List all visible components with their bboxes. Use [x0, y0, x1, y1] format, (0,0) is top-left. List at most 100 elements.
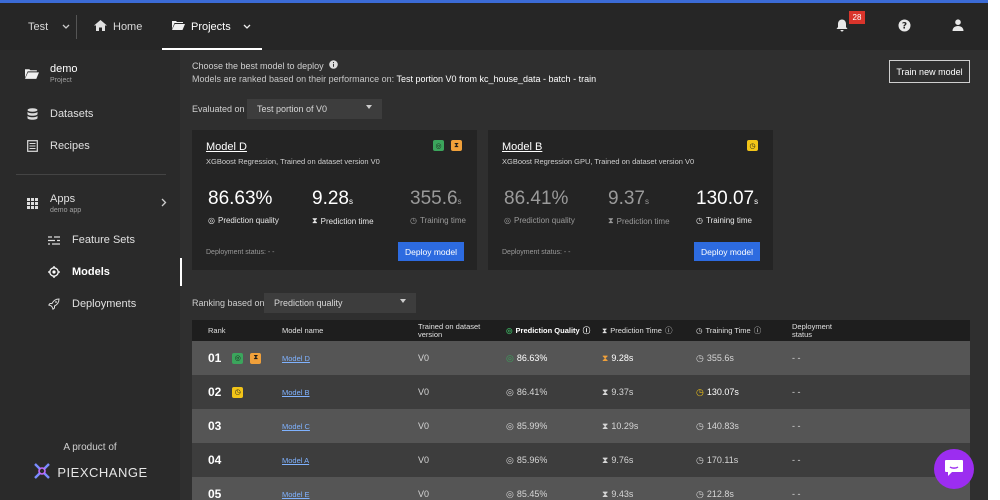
metric-prediction-quality: 86.41% ◎ Prediction quality: [504, 188, 575, 225]
deploy-model-button[interactable]: Deploy model: [694, 242, 760, 261]
sidebar-item-project[interactable]: demo Project: [0, 60, 180, 86]
col-prediction-time[interactable]: ⧗ Prediction Time ⓘ: [602, 320, 672, 341]
evaluated-on-select[interactable]: Test portion of V0: [247, 99, 382, 119]
sidebar-item-apps[interactable]: Apps demo app: [0, 190, 180, 216]
sidebar-item-datasets[interactable]: Datasets: [0, 104, 180, 124]
row-pred-time: 9.28s: [611, 353, 634, 363]
col-training-time[interactable]: ◷ Training Time ⓘ: [696, 320, 761, 341]
model-name-link[interactable]: Model B: [282, 387, 310, 397]
model-name-link[interactable]: Model A: [282, 455, 310, 465]
row-pred-time: 10.29s: [611, 421, 639, 431]
workspace-selector[interactable]: Test: [28, 3, 70, 50]
training-time-badge-icon: ◷: [747, 140, 758, 151]
feature-sets-label: Feature Sets: [72, 234, 135, 246]
table-header: Rank Model name Trained on dataset versi…: [192, 320, 970, 341]
model-card-subtitle: XGBoost Regression GPU, Trained on datas…: [502, 157, 695, 166]
row-pred-time: 9.37s: [611, 387, 634, 397]
main-content: Choose the best model to deploy Models a…: [182, 50, 988, 500]
sidebar-item-feature-sets[interactable]: Feature Sets: [0, 230, 180, 250]
sidebar-divider: [16, 174, 166, 175]
table-row[interactable]: 02 ◷ Model B V0 ◎ 86.41% ⧗ 9.37s ◷ 130.07s …: [192, 375, 970, 409]
chat-widget-button[interactable]: [934, 449, 974, 489]
gauge-icon: ◎: [504, 216, 511, 225]
gauge-icon: ◎: [506, 352, 514, 363]
sidebar-item-models[interactable]: Models: [0, 262, 180, 282]
gauge-icon: ◎: [506, 488, 514, 499]
home-link[interactable]: Home: [94, 3, 142, 50]
clock-icon: ◷: [410, 216, 417, 225]
piexchange-logo-icon: [32, 461, 52, 484]
user-menu-button[interactable]: [952, 3, 964, 50]
row-rank: 01: [208, 351, 222, 365]
apps-sublabel: demo app: [50, 206, 82, 214]
table-row[interactable]: 05 Model E V0 ◎ 85.45% ⧗ 9.43s ◷ 212.8s - -: [192, 477, 970, 500]
train-time-unit: s: [754, 197, 759, 206]
product-footer: A product of PIEXCHANGE: [0, 442, 180, 484]
product-of-label: A product of: [63, 442, 117, 453]
pred-time-unit: s: [348, 197, 353, 206]
hourglass-icon: ⧗: [602, 352, 609, 363]
col-prediction-time-label: Prediction Time: [610, 325, 662, 335]
user-icon: [952, 19, 964, 34]
workspace-name: Test: [28, 20, 49, 33]
row-train-time: 130.07s: [706, 387, 739, 397]
ranking-select[interactable]: Prediction quality: [264, 293, 416, 313]
projects-tab[interactable]: Projects: [172, 3, 251, 50]
clock-icon: ◷: [696, 325, 703, 335]
grid-icon: [25, 196, 39, 210]
metric-prediction-time: 9.37s ⧗ Prediction time: [608, 188, 670, 226]
caret-down-icon: [400, 299, 406, 303]
pred-time-label: Prediction time: [616, 216, 670, 226]
info-icon: ⓘ: [753, 325, 762, 335]
projects-label: Projects: [191, 20, 231, 33]
feature-sets-icon: [47, 233, 61, 247]
train-time-value: 130.07: [696, 188, 755, 209]
help-icon: ?: [898, 19, 911, 35]
folder-open-icon: [25, 66, 39, 80]
quality-label: Prediction quality: [513, 216, 575, 225]
model-card-title[interactable]: Model D: [206, 141, 247, 153]
sidebar-item-recipes[interactable]: Recipes: [0, 136, 180, 156]
table-row[interactable]: 01 ◎ ⧗ Model D V0 ◎ 86.63% ⧗ 9.28s ◷ 355.6s…: [192, 341, 970, 375]
brand-logo: PIEXCHANGE: [0, 461, 180, 484]
hourglass-icon: ⧗: [602, 420, 609, 431]
model-name-link[interactable]: Model D: [282, 353, 310, 363]
info-icon: ⓘ: [582, 325, 591, 335]
project-type: Project: [50, 76, 72, 84]
model-name-link[interactable]: Model C: [282, 421, 310, 431]
deployment-status: Deployment status: - -: [502, 249, 571, 256]
row-train-time: 212.8s: [706, 489, 734, 499]
quality-badge-icon: ◎: [433, 140, 444, 151]
col-prediction-quality-label: Prediction Quality: [515, 325, 580, 335]
gauge-icon: ◎: [506, 386, 514, 397]
clock-icon: ◷: [696, 386, 704, 397]
sidebar-item-deployments[interactable]: Deployments: [0, 294, 180, 314]
model-card-title[interactable]: Model B: [502, 141, 543, 153]
clock-icon: ◷: [696, 352, 704, 363]
col-prediction-quality[interactable]: ◎ Prediction Quality ⓘ: [506, 320, 590, 341]
row-version: V0: [418, 489, 430, 499]
svg-text:?: ?: [902, 21, 907, 31]
recipe-list-icon: [25, 139, 39, 153]
info-icon[interactable]: [328, 60, 338, 71]
col-model-name: Model name: [282, 325, 324, 335]
train-time-value: 355.6: [410, 188, 458, 209]
deploy-model-button[interactable]: Deploy model: [398, 242, 464, 261]
info-icon: ⓘ: [664, 325, 673, 335]
row-quality: 85.99%: [516, 421, 548, 431]
gauge-icon: ◎: [208, 216, 215, 225]
table-row[interactable]: 04 Model A V0 ◎ 85.96% ⧗ 9.76s ◷ 170.11s - …: [192, 443, 970, 477]
row-status: - -: [792, 489, 801, 499]
ranking-based-on-label: Ranking based on: [192, 298, 265, 308]
quality-label: Prediction quality: [217, 216, 279, 225]
train-time-unit: s: [457, 197, 462, 206]
page-title: Choose the best model to deploy: [192, 60, 324, 71]
train-new-model-button[interactable]: Train new model: [889, 60, 970, 83]
table-row[interactable]: 03 Model C V0 ◎ 85.99% ⧗ 10.29s ◷ 140.83s -…: [192, 409, 970, 443]
quality-value: 86.41%: [504, 188, 569, 209]
help-button[interactable]: ?: [898, 3, 911, 50]
top-bar: Test Home Projects 28: [0, 3, 988, 50]
notifications-button[interactable]: [836, 3, 848, 50]
model-name-link[interactable]: Model E: [282, 489, 310, 499]
clock-icon: ◷: [696, 216, 703, 225]
